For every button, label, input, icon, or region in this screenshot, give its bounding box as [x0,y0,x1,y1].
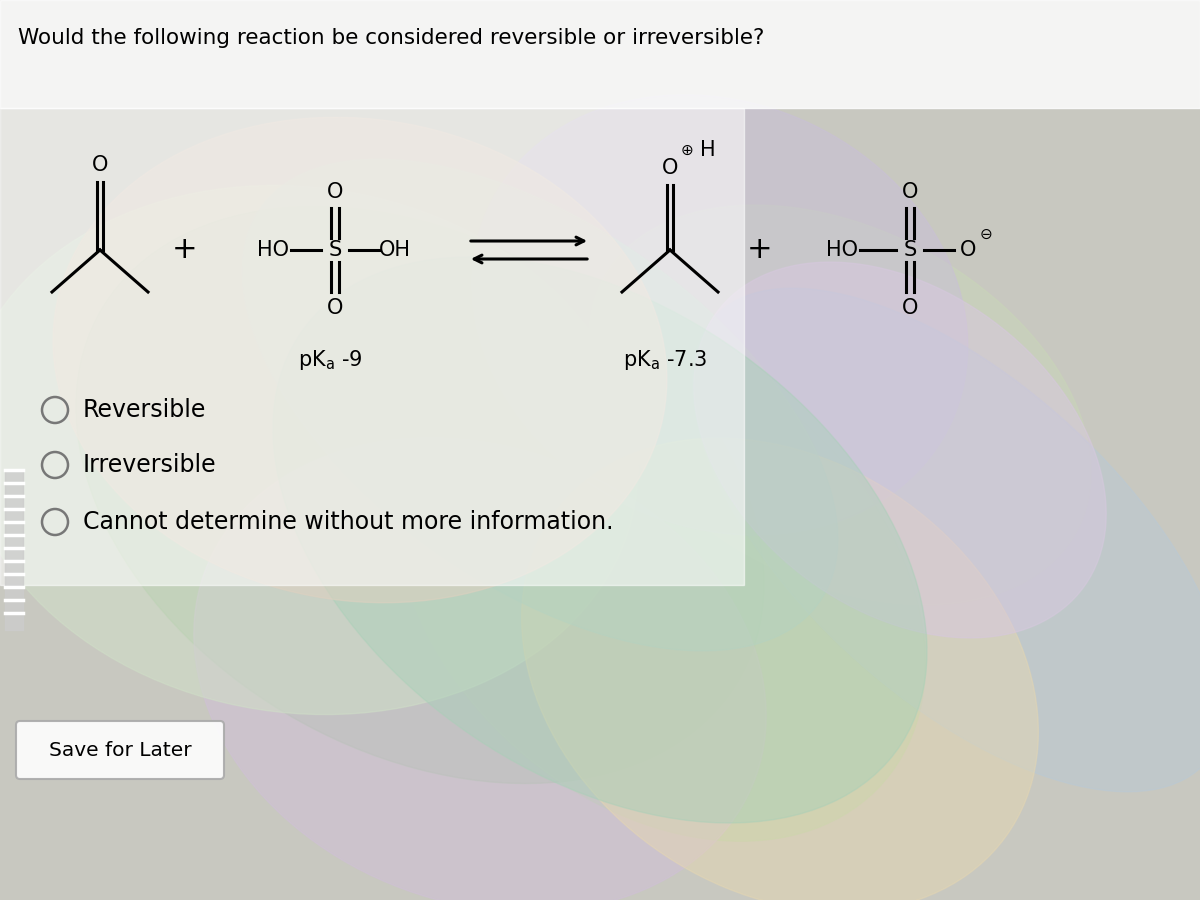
Ellipse shape [53,117,667,603]
Text: O: O [326,182,343,202]
Text: O: O [662,158,678,178]
Text: Cannot determine without more information.: Cannot determine without more informatio… [83,510,613,534]
Bar [0,0,1200,108]
Text: Would the following reaction be considered reversible or irreversible?: Would the following reaction be consider… [18,28,764,48]
Text: H: H [700,140,716,160]
Text: OH: OH [379,240,410,260]
Text: HO: HO [826,240,858,260]
Text: Reversible: Reversible [83,398,206,422]
Ellipse shape [473,94,967,536]
Text: O: O [960,240,976,260]
Text: O: O [902,182,918,202]
Text: O: O [902,298,918,318]
Text: O: O [92,155,108,175]
Ellipse shape [76,206,764,784]
Text: Irreversible: Irreversible [83,453,217,477]
Text: +: + [172,236,198,265]
Text: Save for Later: Save for Later [49,741,191,760]
Ellipse shape [272,257,928,823]
Ellipse shape [694,262,1106,638]
Text: ⊕: ⊕ [680,142,694,157]
Ellipse shape [194,438,766,900]
Ellipse shape [0,185,637,715]
Text: $\mathrm{pK_a}$ -9: $\mathrm{pK_a}$ -9 [298,348,362,372]
Text: S: S [329,240,342,260]
Ellipse shape [395,328,925,842]
Ellipse shape [242,159,838,651]
FancyBboxPatch shape [16,721,224,779]
Text: $\mathrm{pK_a}$ -7.3: $\mathrm{pK_a}$ -7.3 [623,348,707,372]
Ellipse shape [692,288,1200,792]
Text: O: O [326,298,343,318]
Ellipse shape [522,438,1038,900]
Text: ⊖: ⊖ [979,227,992,241]
Bar [5,470,23,630]
Text: +: + [748,236,773,265]
Text: S: S [904,240,917,260]
Text: HO: HO [257,240,289,260]
Ellipse shape [589,205,1091,605]
Bar [0,108,744,585]
